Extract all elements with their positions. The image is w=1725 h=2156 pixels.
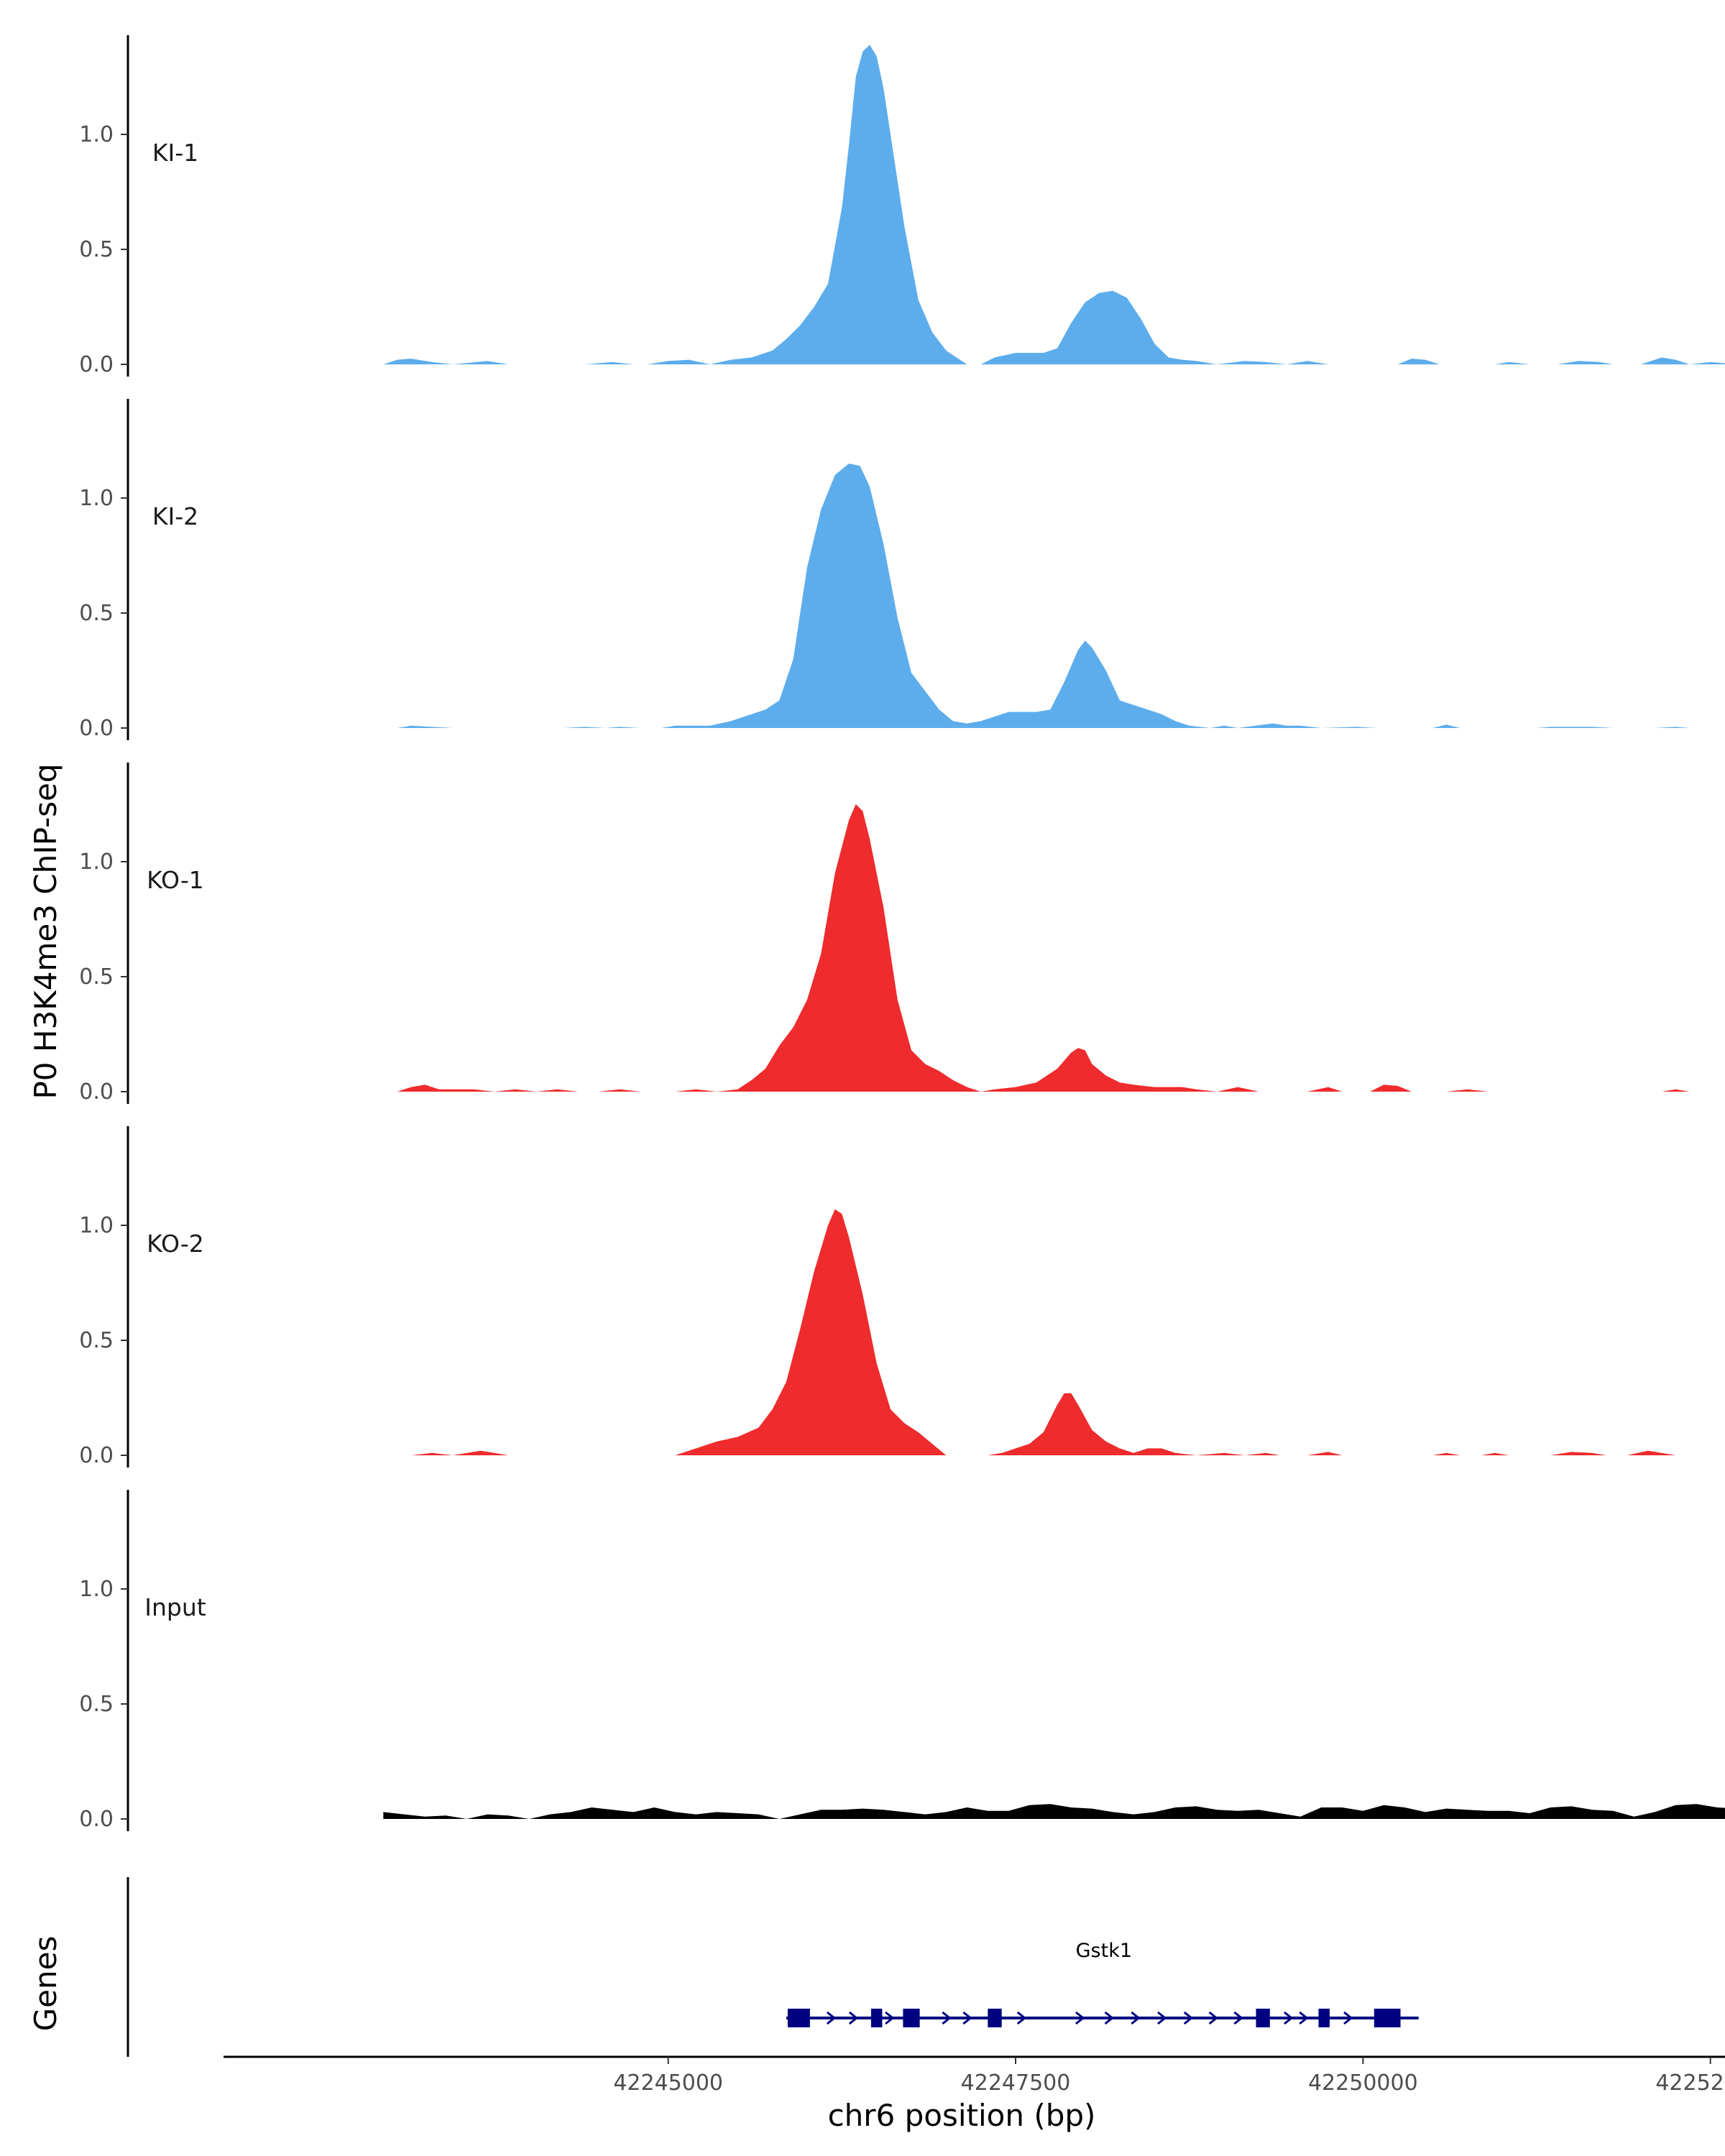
track-input: 0.0 0.5 1.0 Input [79,1490,1725,1832]
strand-arrow [1343,2011,1353,2025]
coverage-tracks: 0.00.51.0KI-10.00.51.0KI-20.00.51.0KO-10… [79,35,1725,1832]
gene-exon [903,2009,920,2027]
strand-arrow [1104,2011,1114,2025]
series-area [397,464,1725,728]
series-label: Input [144,1593,206,1621]
x-tick-label: 42252500 [1655,2070,1725,2096]
y-tick-label: 1.0 [79,1577,114,1602]
strand-arrow [1299,2011,1309,2025]
y-tick-label: 0.5 [79,964,114,990]
x-tick-label: 42247500 [961,2070,1071,2096]
strand-arrow [1233,2011,1243,2025]
y-tick-label: 1.0 [79,849,114,875]
series-label: KO-2 [147,1230,204,1258]
y-tick-label: 0.5 [79,1328,114,1353]
gene-exon [1318,2009,1330,2027]
gene-track: Gstk1 [126,1877,1419,2057]
strand-arrow [1283,2011,1294,2025]
strand-arrow [962,2011,972,2025]
y-tick-label: 0.5 [79,237,114,262]
gene-exon [1374,2009,1401,2027]
series-label: KI-1 [152,139,198,167]
genes-axis-title: Genes [28,1936,63,2032]
y-tick-label: 0.5 [79,601,114,626]
series-area [383,45,1725,364]
x-tick-label: 42245000 [613,2070,723,2096]
series-area [411,1209,1725,1455]
gene-exon [870,2009,883,2027]
track-ko-1: 0.0 0.5 1.0 KO-1 [79,763,1690,1105]
strand-arrow [826,2011,837,2025]
x-axis: 42245000 42247500 42250000 42252500 [224,2055,1725,2096]
strand-arrow [885,2011,895,2025]
y-tick-label: 1.0 [79,486,114,511]
strand-arrow [1016,2011,1027,2025]
y-axis-title: P0 H3K4me3 ChIP-seq [28,763,63,1099]
y-tick-label: 0.0 [79,1079,114,1105]
gene-label: Gstk1 [1076,1940,1132,1962]
strand-arrow [942,2011,952,2025]
y-tick-label: 0.0 [79,716,114,741]
y-tick-label: 0.0 [79,1807,114,1832]
track-ki-1: 0.0 0.5 1.0 KI-1 [79,35,1725,377]
x-tick-label: 42250000 [1308,2070,1418,2096]
y-tick-label: 1.0 [79,1213,114,1238]
gene-exon [787,2009,810,2027]
strand-arrow [1183,2011,1194,2025]
series-label: KI-2 [152,502,198,530]
y-tick-label: 0.5 [79,1692,114,1717]
strand-arrow [1075,2011,1085,2025]
strand-arrow [1208,2011,1218,2025]
series-area [383,1804,1725,1819]
strand-arrow [848,2011,859,2025]
x-axis-title: chr6 position (bp) [828,2098,1096,2133]
strand-arrow [1157,2011,1167,2025]
y-tick-label: 0.0 [79,1443,114,1468]
strand-arrow [1131,2011,1141,2025]
y-tick-label: 0.0 [79,352,114,377]
series-label: KO-1 [147,866,204,894]
gene-exon [1256,2009,1270,2027]
track-ki-2: 0.0 0.5 1.0 KI-2 [79,399,1725,741]
gene-exon [988,2009,1002,2027]
track-ko-2: 0.0 0.5 1.0 KO-2 [79,1126,1725,1468]
y-tick-label: 1.0 [79,122,114,147]
series-area [397,804,1690,1092]
